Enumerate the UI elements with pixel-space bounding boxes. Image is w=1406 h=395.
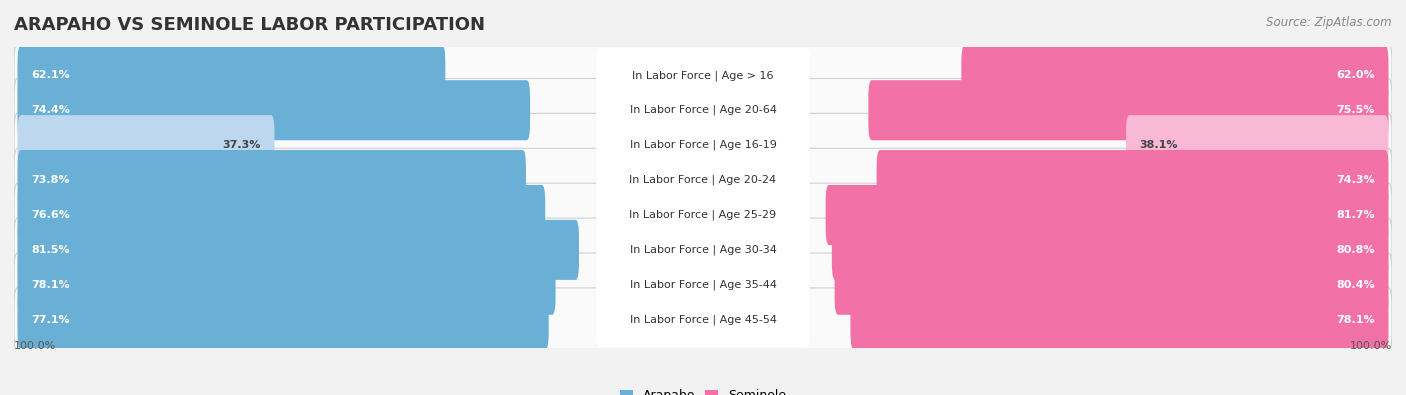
Text: 77.1%: 77.1% [31,315,70,325]
FancyBboxPatch shape [1126,115,1389,175]
Text: In Labor Force | Age 30-34: In Labor Force | Age 30-34 [630,245,776,255]
Text: 78.1%: 78.1% [1336,315,1375,325]
FancyBboxPatch shape [17,150,526,210]
Text: 38.1%: 38.1% [1140,140,1178,150]
Text: 62.1%: 62.1% [31,70,70,80]
FancyBboxPatch shape [14,288,1392,352]
Legend: Arapaho, Seminole: Arapaho, Seminole [616,384,790,395]
FancyBboxPatch shape [596,292,810,347]
Text: 100.0%: 100.0% [1350,341,1392,351]
Text: 74.4%: 74.4% [31,105,70,115]
FancyBboxPatch shape [17,115,274,175]
Text: In Labor Force | Age 20-24: In Labor Force | Age 20-24 [630,175,776,185]
Text: Source: ZipAtlas.com: Source: ZipAtlas.com [1267,16,1392,29]
FancyBboxPatch shape [596,153,810,207]
Text: 81.5%: 81.5% [31,245,70,255]
Text: In Labor Force | Age 16-19: In Labor Force | Age 16-19 [630,140,776,150]
Text: 76.6%: 76.6% [31,210,70,220]
FancyBboxPatch shape [825,185,1389,245]
FancyBboxPatch shape [14,43,1392,107]
FancyBboxPatch shape [596,48,810,103]
FancyBboxPatch shape [869,80,1389,140]
Text: 100.0%: 100.0% [14,341,56,351]
Text: 74.3%: 74.3% [1336,175,1375,185]
FancyBboxPatch shape [14,148,1392,212]
FancyBboxPatch shape [832,220,1389,280]
FancyBboxPatch shape [17,290,548,350]
FancyBboxPatch shape [14,253,1392,316]
FancyBboxPatch shape [17,255,555,315]
Text: In Labor Force | Age 45-54: In Labor Force | Age 45-54 [630,314,776,325]
Text: In Labor Force | Age 25-29: In Labor Force | Age 25-29 [630,210,776,220]
FancyBboxPatch shape [596,83,810,137]
FancyBboxPatch shape [851,290,1389,350]
FancyBboxPatch shape [17,80,530,140]
Text: In Labor Force | Age 35-44: In Labor Force | Age 35-44 [630,280,776,290]
FancyBboxPatch shape [14,79,1392,142]
FancyBboxPatch shape [835,255,1389,315]
Text: In Labor Force | Age 20-64: In Labor Force | Age 20-64 [630,105,776,115]
Text: 81.7%: 81.7% [1336,210,1375,220]
Text: 62.0%: 62.0% [1336,70,1375,80]
Text: 75.5%: 75.5% [1336,105,1375,115]
Text: 80.8%: 80.8% [1336,245,1375,255]
FancyBboxPatch shape [596,118,810,172]
Text: 73.8%: 73.8% [31,175,70,185]
FancyBboxPatch shape [962,45,1389,105]
Text: In Labor Force | Age > 16: In Labor Force | Age > 16 [633,70,773,81]
Text: 78.1%: 78.1% [31,280,70,290]
FancyBboxPatch shape [876,150,1389,210]
FancyBboxPatch shape [17,185,546,245]
FancyBboxPatch shape [596,223,810,277]
FancyBboxPatch shape [596,258,810,312]
FancyBboxPatch shape [17,220,579,280]
Text: 37.3%: 37.3% [222,140,260,150]
FancyBboxPatch shape [14,218,1392,282]
FancyBboxPatch shape [17,45,446,105]
FancyBboxPatch shape [14,183,1392,247]
FancyBboxPatch shape [596,188,810,242]
FancyBboxPatch shape [14,113,1392,177]
Text: ARAPAHO VS SEMINOLE LABOR PARTICIPATION: ARAPAHO VS SEMINOLE LABOR PARTICIPATION [14,16,485,34]
Text: 80.4%: 80.4% [1336,280,1375,290]
